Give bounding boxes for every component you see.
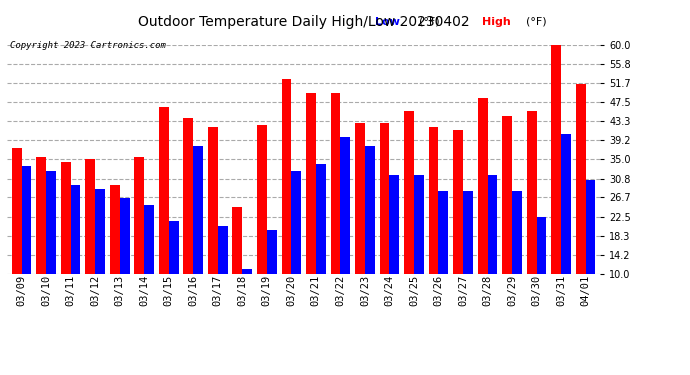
- Bar: [477, 98, 488, 320]
- Bar: [316, 164, 326, 320]
- Bar: [95, 189, 105, 320]
- Bar: [119, 198, 130, 320]
- Bar: [463, 191, 473, 320]
- Bar: [438, 191, 449, 320]
- Bar: [526, 111, 537, 320]
- Bar: [380, 123, 389, 320]
- Bar: [135, 157, 144, 320]
- Bar: [46, 171, 56, 320]
- Bar: [488, 176, 497, 320]
- Bar: [208, 128, 218, 320]
- Bar: [144, 205, 154, 320]
- Bar: [86, 159, 95, 320]
- Bar: [537, 217, 546, 320]
- Bar: [169, 221, 179, 320]
- Bar: [110, 184, 119, 320]
- Bar: [561, 134, 571, 320]
- Text: (°F): (°F): [526, 17, 546, 27]
- Bar: [404, 111, 414, 320]
- Bar: [242, 269, 252, 320]
- Bar: [218, 226, 228, 320]
- Bar: [267, 230, 277, 320]
- Bar: [159, 107, 169, 319]
- Bar: [12, 148, 21, 320]
- Bar: [340, 136, 351, 320]
- Bar: [61, 162, 70, 320]
- Bar: [282, 80, 291, 320]
- Bar: [586, 180, 595, 320]
- Bar: [37, 157, 46, 320]
- Bar: [331, 93, 340, 320]
- Bar: [512, 191, 522, 320]
- Bar: [233, 207, 242, 320]
- Bar: [414, 176, 424, 320]
- Bar: [193, 146, 203, 320]
- Bar: [502, 116, 512, 320]
- Bar: [291, 171, 301, 320]
- Bar: [365, 146, 375, 320]
- Text: Low: Low: [375, 17, 400, 27]
- Bar: [257, 125, 267, 320]
- Text: (°F): (°F): [420, 17, 440, 27]
- Bar: [306, 93, 316, 320]
- Bar: [70, 184, 81, 320]
- Text: Outdoor Temperature Daily High/Low 20230402: Outdoor Temperature Daily High/Low 20230…: [138, 15, 469, 29]
- Bar: [389, 176, 400, 320]
- Bar: [184, 118, 193, 320]
- Bar: [551, 45, 561, 320]
- Bar: [428, 128, 438, 320]
- Bar: [355, 123, 365, 320]
- Text: High: High: [482, 17, 511, 27]
- Bar: [453, 130, 463, 320]
- Bar: [21, 166, 32, 320]
- Text: Copyright 2023 Cartronics.com: Copyright 2023 Cartronics.com: [10, 41, 166, 50]
- Bar: [575, 84, 586, 320]
